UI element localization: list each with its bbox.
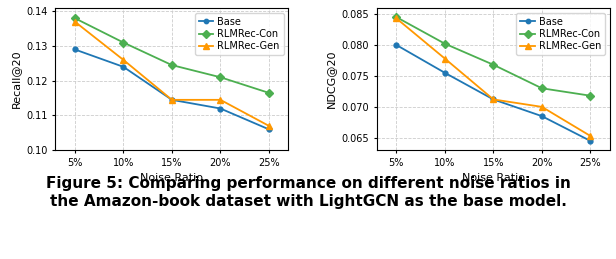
Base [120, 65, 127, 68]
Base [168, 98, 176, 101]
Y-axis label: NDCG@20: NDCG@20 [326, 50, 336, 108]
RLMRec-Con [168, 63, 176, 67]
RLMRec-Con [586, 94, 594, 97]
Line: RLMRec-Gen: RLMRec-Gen [71, 19, 272, 129]
Base [217, 107, 224, 110]
Base [392, 43, 400, 46]
RLMRec-Gen [217, 98, 224, 101]
RLMRec-Gen [392, 17, 400, 20]
Text: Figure 5: Comparing performance on different noise ratios in
the Amazon-book dat: Figure 5: Comparing performance on diffe… [46, 176, 570, 208]
RLMRec-Gen [538, 105, 546, 109]
RLMRec-Con [392, 16, 400, 19]
X-axis label: Noise Ratio: Noise Ratio [462, 174, 525, 183]
RLMRec-Con [71, 17, 79, 20]
Legend: Base, RLMRec-Con, RLMRec-Gen: Base, RLMRec-Con, RLMRec-Gen [516, 13, 605, 55]
Base [265, 128, 273, 131]
RLMRec-Gen [441, 57, 448, 60]
RLMRec-Gen [71, 20, 79, 23]
RLMRec-Gen [490, 98, 497, 101]
Line: RLMRec-Gen: RLMRec-Gen [393, 15, 594, 139]
RLMRec-Gen [168, 98, 176, 101]
RLMRec-Con [217, 76, 224, 79]
Line: Base: Base [73, 47, 272, 132]
RLMRec-Con [538, 87, 546, 90]
Line: Base: Base [394, 42, 593, 143]
RLMRec-Con [441, 42, 448, 45]
Legend: Base, RLMRec-Con, RLMRec-Gen: Base, RLMRec-Con, RLMRec-Gen [195, 13, 283, 55]
Base [441, 71, 448, 74]
Base [490, 98, 497, 101]
Line: RLMRec-Con: RLMRec-Con [393, 14, 594, 99]
RLMRec-Con [120, 41, 127, 44]
RLMRec-Gen [586, 134, 594, 138]
RLMRec-Con [490, 63, 497, 66]
Y-axis label: Recall@20: Recall@20 [10, 50, 21, 108]
RLMRec-Gen [265, 124, 273, 127]
RLMRec-Con [265, 91, 273, 95]
X-axis label: Noise Ratio: Noise Ratio [140, 174, 203, 183]
RLMRec-Gen [120, 58, 127, 61]
Base [586, 139, 594, 142]
Base [538, 114, 546, 118]
Base [71, 48, 79, 51]
Line: RLMRec-Con: RLMRec-Con [71, 15, 272, 96]
